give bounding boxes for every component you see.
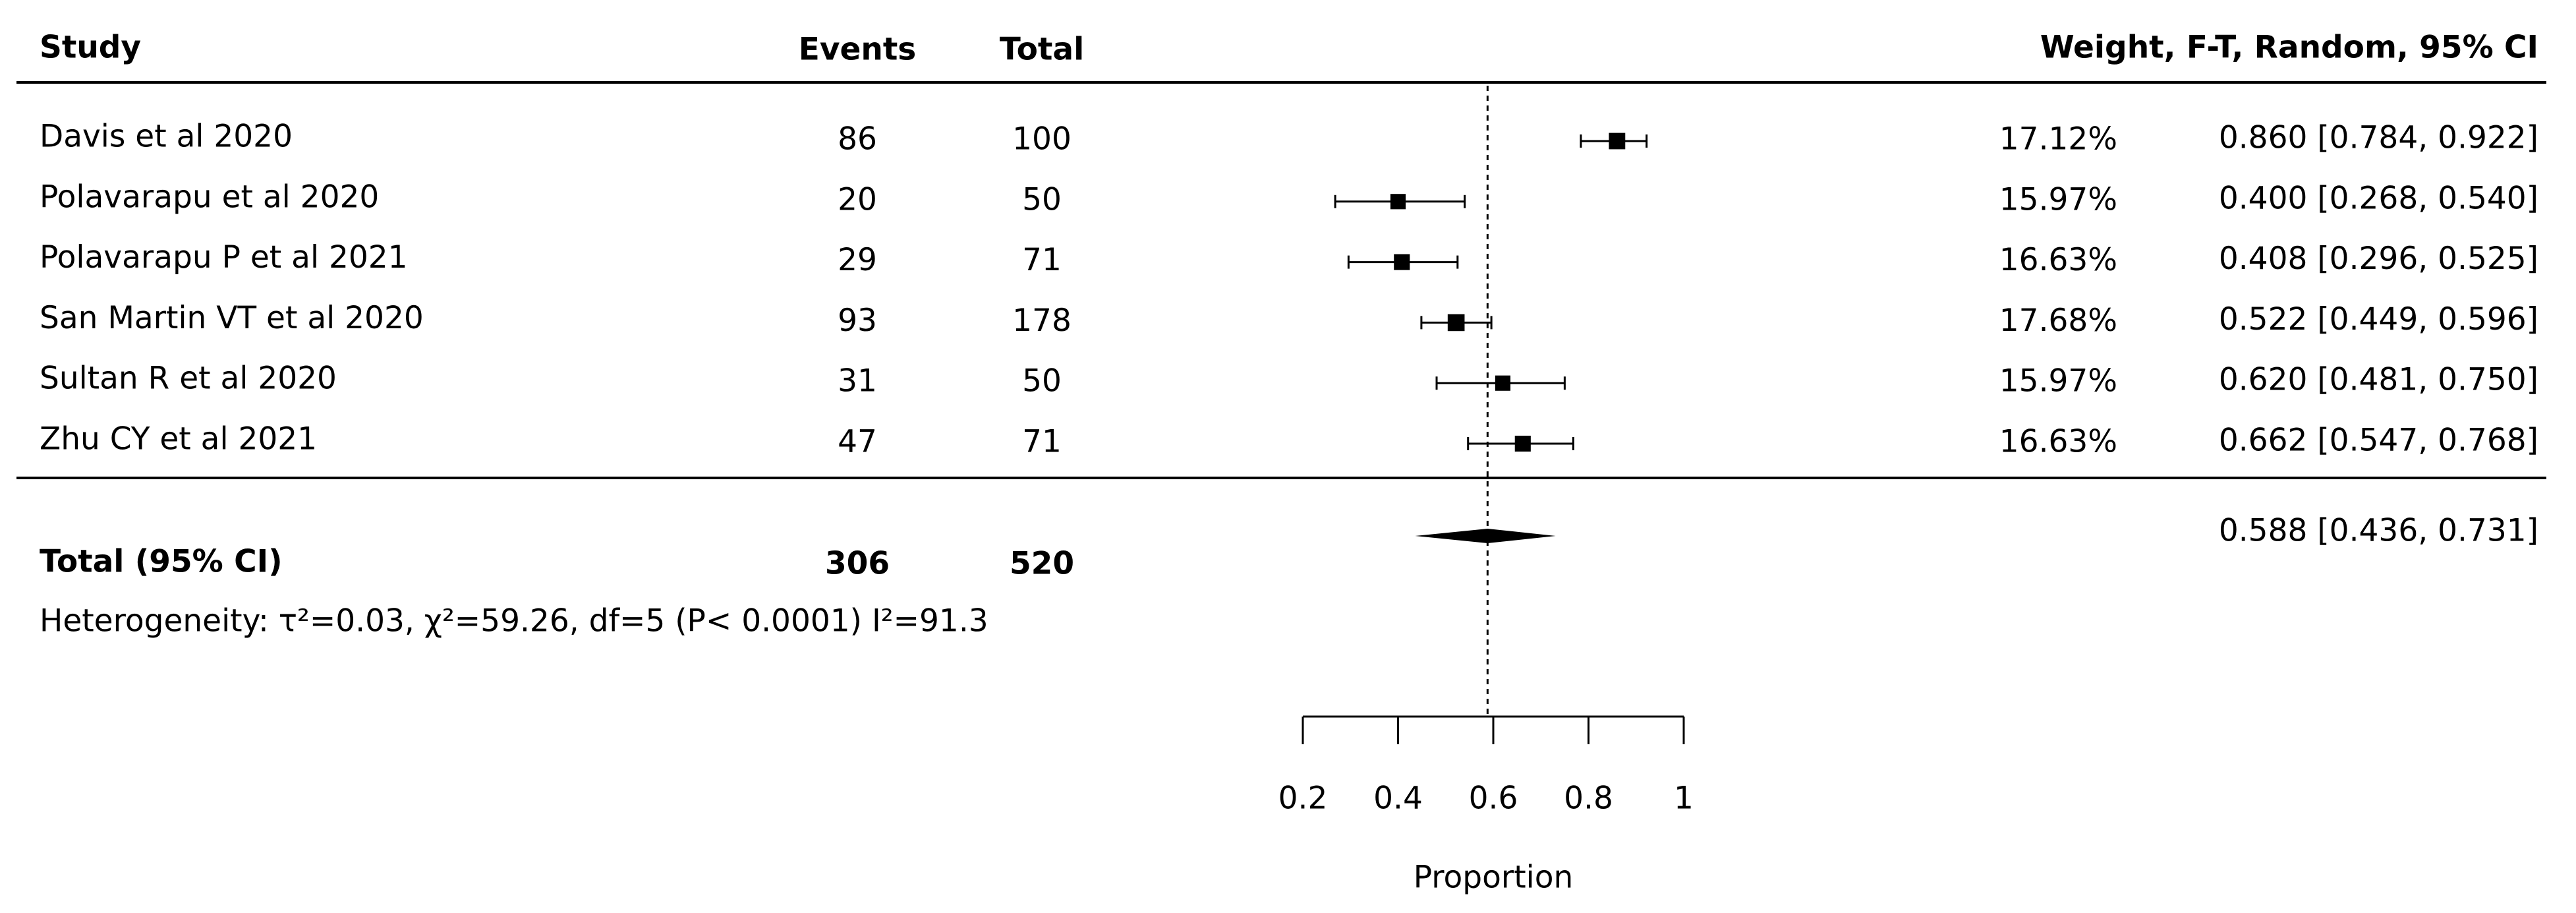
study-total: 71: [1022, 424, 1062, 460]
study-weight: 16.63%: [1999, 242, 2117, 278]
column-header: Total: [1000, 32, 1084, 68]
x-tick-label: 1: [1674, 780, 1694, 817]
pooled-ci-label: 0.588 [0.436, 0.731]: [2219, 513, 2538, 549]
point-estimate: [1390, 194, 1406, 210]
point-estimate: [1394, 254, 1410, 270]
study-weight: 15.97%: [1999, 363, 2117, 399]
study-events: 31: [838, 363, 877, 399]
pooled-diamond: [1415, 529, 1556, 543]
study-weight: 16.63%: [1999, 424, 2117, 460]
pooled-name: Total (95% CI): [40, 544, 283, 580]
study-ci-label: 0.860 [0.784, 0.922]: [2219, 120, 2538, 156]
study-name: Zhu CY et al 2021: [40, 421, 317, 457]
pooled-events: 306: [825, 546, 890, 582]
study-ci-label: 0.400 [0.268, 0.540]: [2219, 180, 2538, 216]
study-events: 47: [838, 424, 877, 460]
column-header: Weight, F-T, Random, 95% CI: [2040, 30, 2538, 66]
study-ci-label: 0.522 [0.449, 0.596]: [2219, 301, 2538, 338]
study-total: 100: [1012, 121, 1072, 158]
point-estimate: [1609, 133, 1626, 150]
study-events: 20: [838, 181, 877, 218]
study-name: Davis et al 2020: [40, 119, 293, 155]
study-name: Polavarapu et al 2020: [40, 179, 379, 215]
x-tick-label: 0.2: [1278, 780, 1328, 817]
x-tick-label: 0.4: [1373, 780, 1423, 817]
study-ci-label: 0.620 [0.481, 0.750]: [2219, 362, 2538, 398]
study-name: San Martin VT et al 2020: [40, 300, 424, 336]
study-weight: 15.97%: [1999, 181, 2117, 218]
study-weight: 17.68%: [1999, 303, 2117, 339]
study-ci-label: 0.408 [0.296, 0.525]: [2219, 241, 2538, 277]
study-weight: 17.12%: [1999, 121, 2117, 158]
pooled-total: 520: [1010, 546, 1074, 582]
study-ci-label: 0.662 [0.547, 0.768]: [2219, 423, 2538, 459]
heterogeneity: Heterogeneity: τ²=0.03, χ²=59.26, df=5 (…: [40, 603, 988, 639]
study-total: 178: [1012, 303, 1072, 339]
study-events: 29: [838, 242, 877, 278]
column-header: Events: [799, 32, 917, 68]
point-estimate: [1495, 375, 1511, 391]
study-total: 50: [1022, 181, 1062, 218]
study-name: Sultan R et al 2020: [40, 361, 337, 397]
x-axis-label: Proportion: [1414, 860, 1574, 896]
x-tick-label: 0.6: [1469, 780, 1518, 817]
column-header: Study: [40, 30, 141, 66]
study-events: 86: [838, 121, 877, 158]
study-total: 50: [1022, 363, 1062, 399]
point-estimate: [1447, 314, 1465, 332]
study-name: Polavarapu P et al 2021: [40, 239, 408, 276]
point-estimate: [1514, 435, 1531, 452]
x-tick-label: 0.8: [1564, 780, 1613, 817]
study-total: 71: [1022, 242, 1062, 278]
study-events: 93: [838, 303, 877, 339]
